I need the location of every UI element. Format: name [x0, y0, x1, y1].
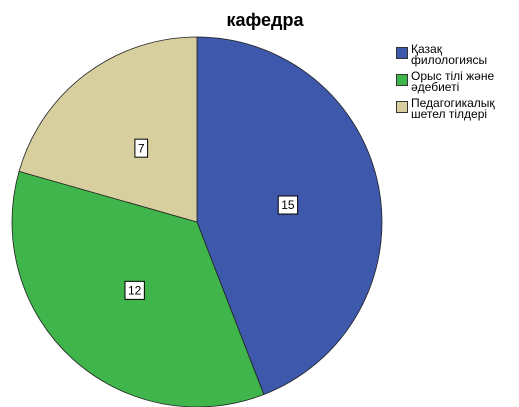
- chart-title: кафедра: [227, 10, 305, 30]
- data-label-box: [124, 280, 145, 300]
- legend-item: Педагогикалық шетел тілдері: [396, 96, 516, 121]
- data-label: 15: [281, 198, 295, 212]
- legend-item: Қазақ филологиясы: [396, 42, 516, 67]
- data-label-box: [277, 195, 299, 215]
- legend-swatch: [396, 74, 408, 86]
- legend: Қазақ филологиясы Орыс тілі және әдебиеті…: [396, 42, 516, 125]
- data-label: 7: [138, 141, 145, 155]
- legend-item: Орыс тілі және әдебиеті: [396, 69, 516, 94]
- pie-slice: [196, 36, 383, 396]
- pie-slice: [18, 36, 198, 223]
- data-label-box: [134, 138, 149, 158]
- legend-label: Орыс тілі және әдебиеті: [411, 69, 495, 94]
- legend-label: Педагогикалық шетел тілдері: [411, 96, 495, 121]
- legend-swatch: [396, 101, 408, 113]
- legend-swatch: [396, 47, 408, 59]
- legend-label: Қазақ филологиясы: [411, 42, 488, 67]
- data-label: 12: [128, 284, 142, 298]
